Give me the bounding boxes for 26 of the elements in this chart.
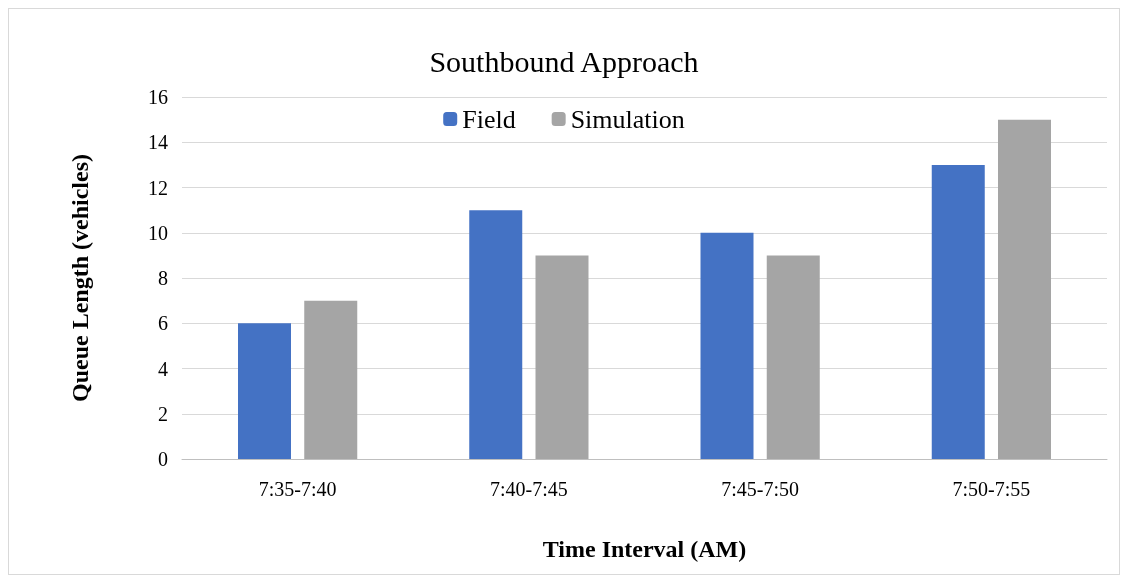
y-tick-label: 8 [158,267,168,289]
bar [931,164,985,459]
y-tick-label: 12 [148,176,168,199]
x-tick-label: 7:40-7:45 [489,478,568,500]
y-tick-label: 0 [158,448,168,470]
y-tick-label: 16 [148,86,168,108]
y-tick-label: 10 [148,221,168,244]
chart-title: Southbound Approach [429,44,699,78]
y-tick-label: 14 [148,131,168,154]
x-tick-label: 7:50-7:55 [952,478,1031,500]
y-tick-label: 4 [158,357,168,380]
bar [535,255,589,459]
x-tick-label: 7:45-7:50 [721,478,800,500]
y-tick-label: 6 [158,312,168,335]
bar [998,119,1051,459]
bar [469,210,523,459]
bar [238,323,291,459]
x-axis-title: Time Interval (AM) [542,536,747,562]
bar [766,255,820,459]
y-tick-label: 2 [158,402,168,425]
y-axis-title: Queue Length (vehicles) [67,154,93,402]
legend-label: Field [462,104,516,134]
x-tick-label: 7:35-7:40 [258,478,337,500]
bar [304,300,358,459]
bar [700,232,754,459]
legend-label: Simulation [570,104,685,134]
